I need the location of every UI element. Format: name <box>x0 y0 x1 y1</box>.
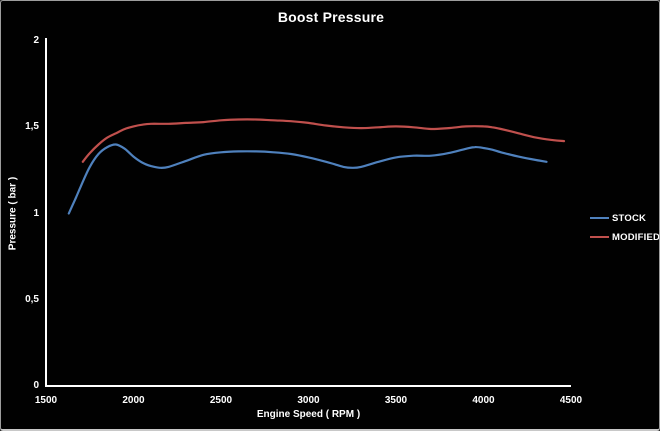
x-axis-title: Engine Speed ( RPM ) <box>256 409 361 420</box>
legend-label-modified: MODIFIED <box>612 231 660 243</box>
y-tick-label: 1,5 <box>25 121 39 133</box>
legend: STOCK MODIFIED <box>590 212 660 243</box>
y-tick-label: 2 <box>33 35 39 46</box>
series-line-modified <box>81 118 566 163</box>
legend-item-stock: STOCK <box>590 212 659 224</box>
x-tick-label: 2500 <box>209 395 233 406</box>
x-tick-label: 2000 <box>122 395 145 406</box>
y-tick-label: 0,5 <box>25 293 39 305</box>
y-tick-label: 0 <box>33 380 39 391</box>
x-tick-label: 4500 <box>559 395 583 406</box>
chart-title: Boost Pressure <box>277 9 385 25</box>
legend-line-stock-icon <box>590 217 609 219</box>
x-tick-label: 1500 <box>34 395 58 406</box>
legend-line-modified-icon <box>590 236 609 238</box>
legend-label-stock: STOCK <box>612 212 647 224</box>
series-line-stock <box>67 143 548 215</box>
y-tick-label: 1 <box>33 207 39 219</box>
x-tick-label: 3000 <box>297 395 320 406</box>
legend-item-modified: MODIFIED <box>590 231 660 243</box>
x-tick-label: 4000 <box>472 395 495 406</box>
x-tick-label: 3500 <box>384 395 408 406</box>
